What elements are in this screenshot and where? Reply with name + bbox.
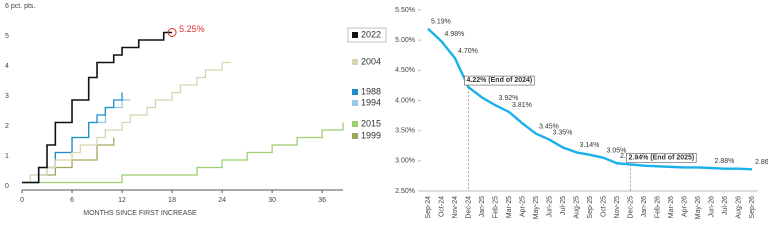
x-tick-label: Nov-24	[452, 196, 459, 219]
x-tick-label: May-26	[695, 196, 702, 219]
x-tick-label: 12	[118, 197, 126, 204]
x-tick-label: Aug-26	[735, 196, 742, 219]
highlight-circle	[167, 28, 177, 37]
value-label: 4.98%	[445, 31, 465, 38]
x-tick-label: 36	[318, 197, 326, 204]
x-tick-label: Oct-24	[438, 196, 445, 217]
x-tick-label: Feb-25	[492, 196, 499, 218]
x-tick-label: Apr-26	[681, 196, 688, 217]
x-tick-label: Oct-25	[600, 196, 607, 217]
y-tick-label: 3.00%	[395, 158, 415, 165]
value-label: 3.92%	[499, 95, 519, 102]
x-tick-label: 18	[168, 197, 176, 204]
legend-swatch	[352, 133, 358, 139]
x-tick-label: 0	[20, 197, 24, 204]
y-tick-label: 2.50%	[395, 188, 415, 195]
x-tick-label: Jun-25	[546, 196, 553, 218]
value-label: 2.94% (End of 2025)	[629, 154, 695, 161]
series-line	[22, 61, 231, 184]
legend-swatch	[352, 100, 358, 106]
series-line	[427, 27, 753, 171]
x-tick-label: 30	[268, 197, 276, 204]
value-label: 5.19%	[431, 19, 451, 26]
value-label: 3.05%	[607, 148, 627, 155]
y-tick-label: 4.00%	[395, 97, 415, 104]
legend-label: 1988	[361, 86, 381, 96]
legend-swatch	[352, 32, 358, 38]
legend-label: 2022	[361, 29, 381, 39]
series-line	[22, 31, 173, 184]
x-tick-label: Jan-25	[479, 196, 486, 218]
value-label: 3.35%	[553, 130, 573, 137]
x-tick-label: Dec-25	[627, 196, 634, 219]
x-tick-label: Sep-26	[749, 196, 756, 219]
y-tick-label: 5	[5, 33, 9, 40]
y-tick-label: 2	[5, 123, 9, 130]
x-tick-label: May-25	[533, 196, 540, 219]
x-tick-label: Mar-25	[506, 196, 513, 218]
legend-label: 1994	[361, 97, 381, 107]
legend-label: 2004	[361, 56, 381, 66]
label-box	[464, 75, 535, 86]
y-tick-label: 6 pct. pts.	[5, 3, 35, 10]
x-tick-label: Dec-24	[465, 196, 472, 219]
label-box	[626, 152, 697, 163]
legend-label: 1999	[361, 130, 381, 140]
value-label: 4.22% (End of 2024)	[467, 77, 533, 84]
y-tick-label: 0	[5, 183, 9, 190]
value-label: 2.86%	[755, 159, 768, 166]
x-tick-label: Jul-26	[722, 196, 729, 215]
y-tick-label: 1	[5, 153, 9, 160]
legend-box	[347, 27, 387, 43]
x-tick-label: 24	[218, 197, 226, 204]
x-tick-label: Mar-26	[668, 196, 675, 218]
x-tick-label: Jul-25	[560, 196, 567, 215]
value-label: 4.70%	[458, 48, 478, 55]
value-label: 3.81%	[512, 102, 532, 109]
value-label: 3.45%	[539, 124, 559, 131]
value-label: 3.14%	[580, 142, 600, 149]
legend-swatch	[352, 89, 358, 95]
value-label: 5.25%	[179, 24, 205, 34]
x-tick-label: Nov-25	[614, 196, 621, 219]
x-tick-label: Sep-24	[425, 196, 432, 219]
y-tick-label: 4.50%	[395, 67, 415, 74]
x-tick-label: Jan-26	[641, 196, 648, 218]
legend-label: 2015	[361, 118, 381, 128]
x-tick-label: Apr-25	[519, 196, 526, 217]
y-tick-label: 3.50%	[395, 128, 415, 135]
legend-swatch	[352, 59, 358, 65]
y-tick-label: 5.50%	[395, 7, 415, 14]
y-tick-label: 5.00%	[395, 37, 415, 44]
legend-swatch	[352, 121, 358, 127]
x-tick-label: Sep-25	[587, 196, 594, 219]
x-tick-label: Feb-26	[654, 196, 661, 218]
x-tick-label: Jun-26	[708, 196, 715, 218]
x-tick-label: 6	[70, 197, 74, 204]
y-tick-label: 3	[5, 93, 9, 100]
x-tick-label: Aug-25	[573, 196, 580, 219]
x-axis-label: MONTHS SINCE FIRST INCREASE	[83, 210, 197, 217]
series-line	[22, 122, 344, 184]
value-label: 2.88%	[715, 158, 735, 165]
y-tick-label: 4	[5, 63, 9, 70]
